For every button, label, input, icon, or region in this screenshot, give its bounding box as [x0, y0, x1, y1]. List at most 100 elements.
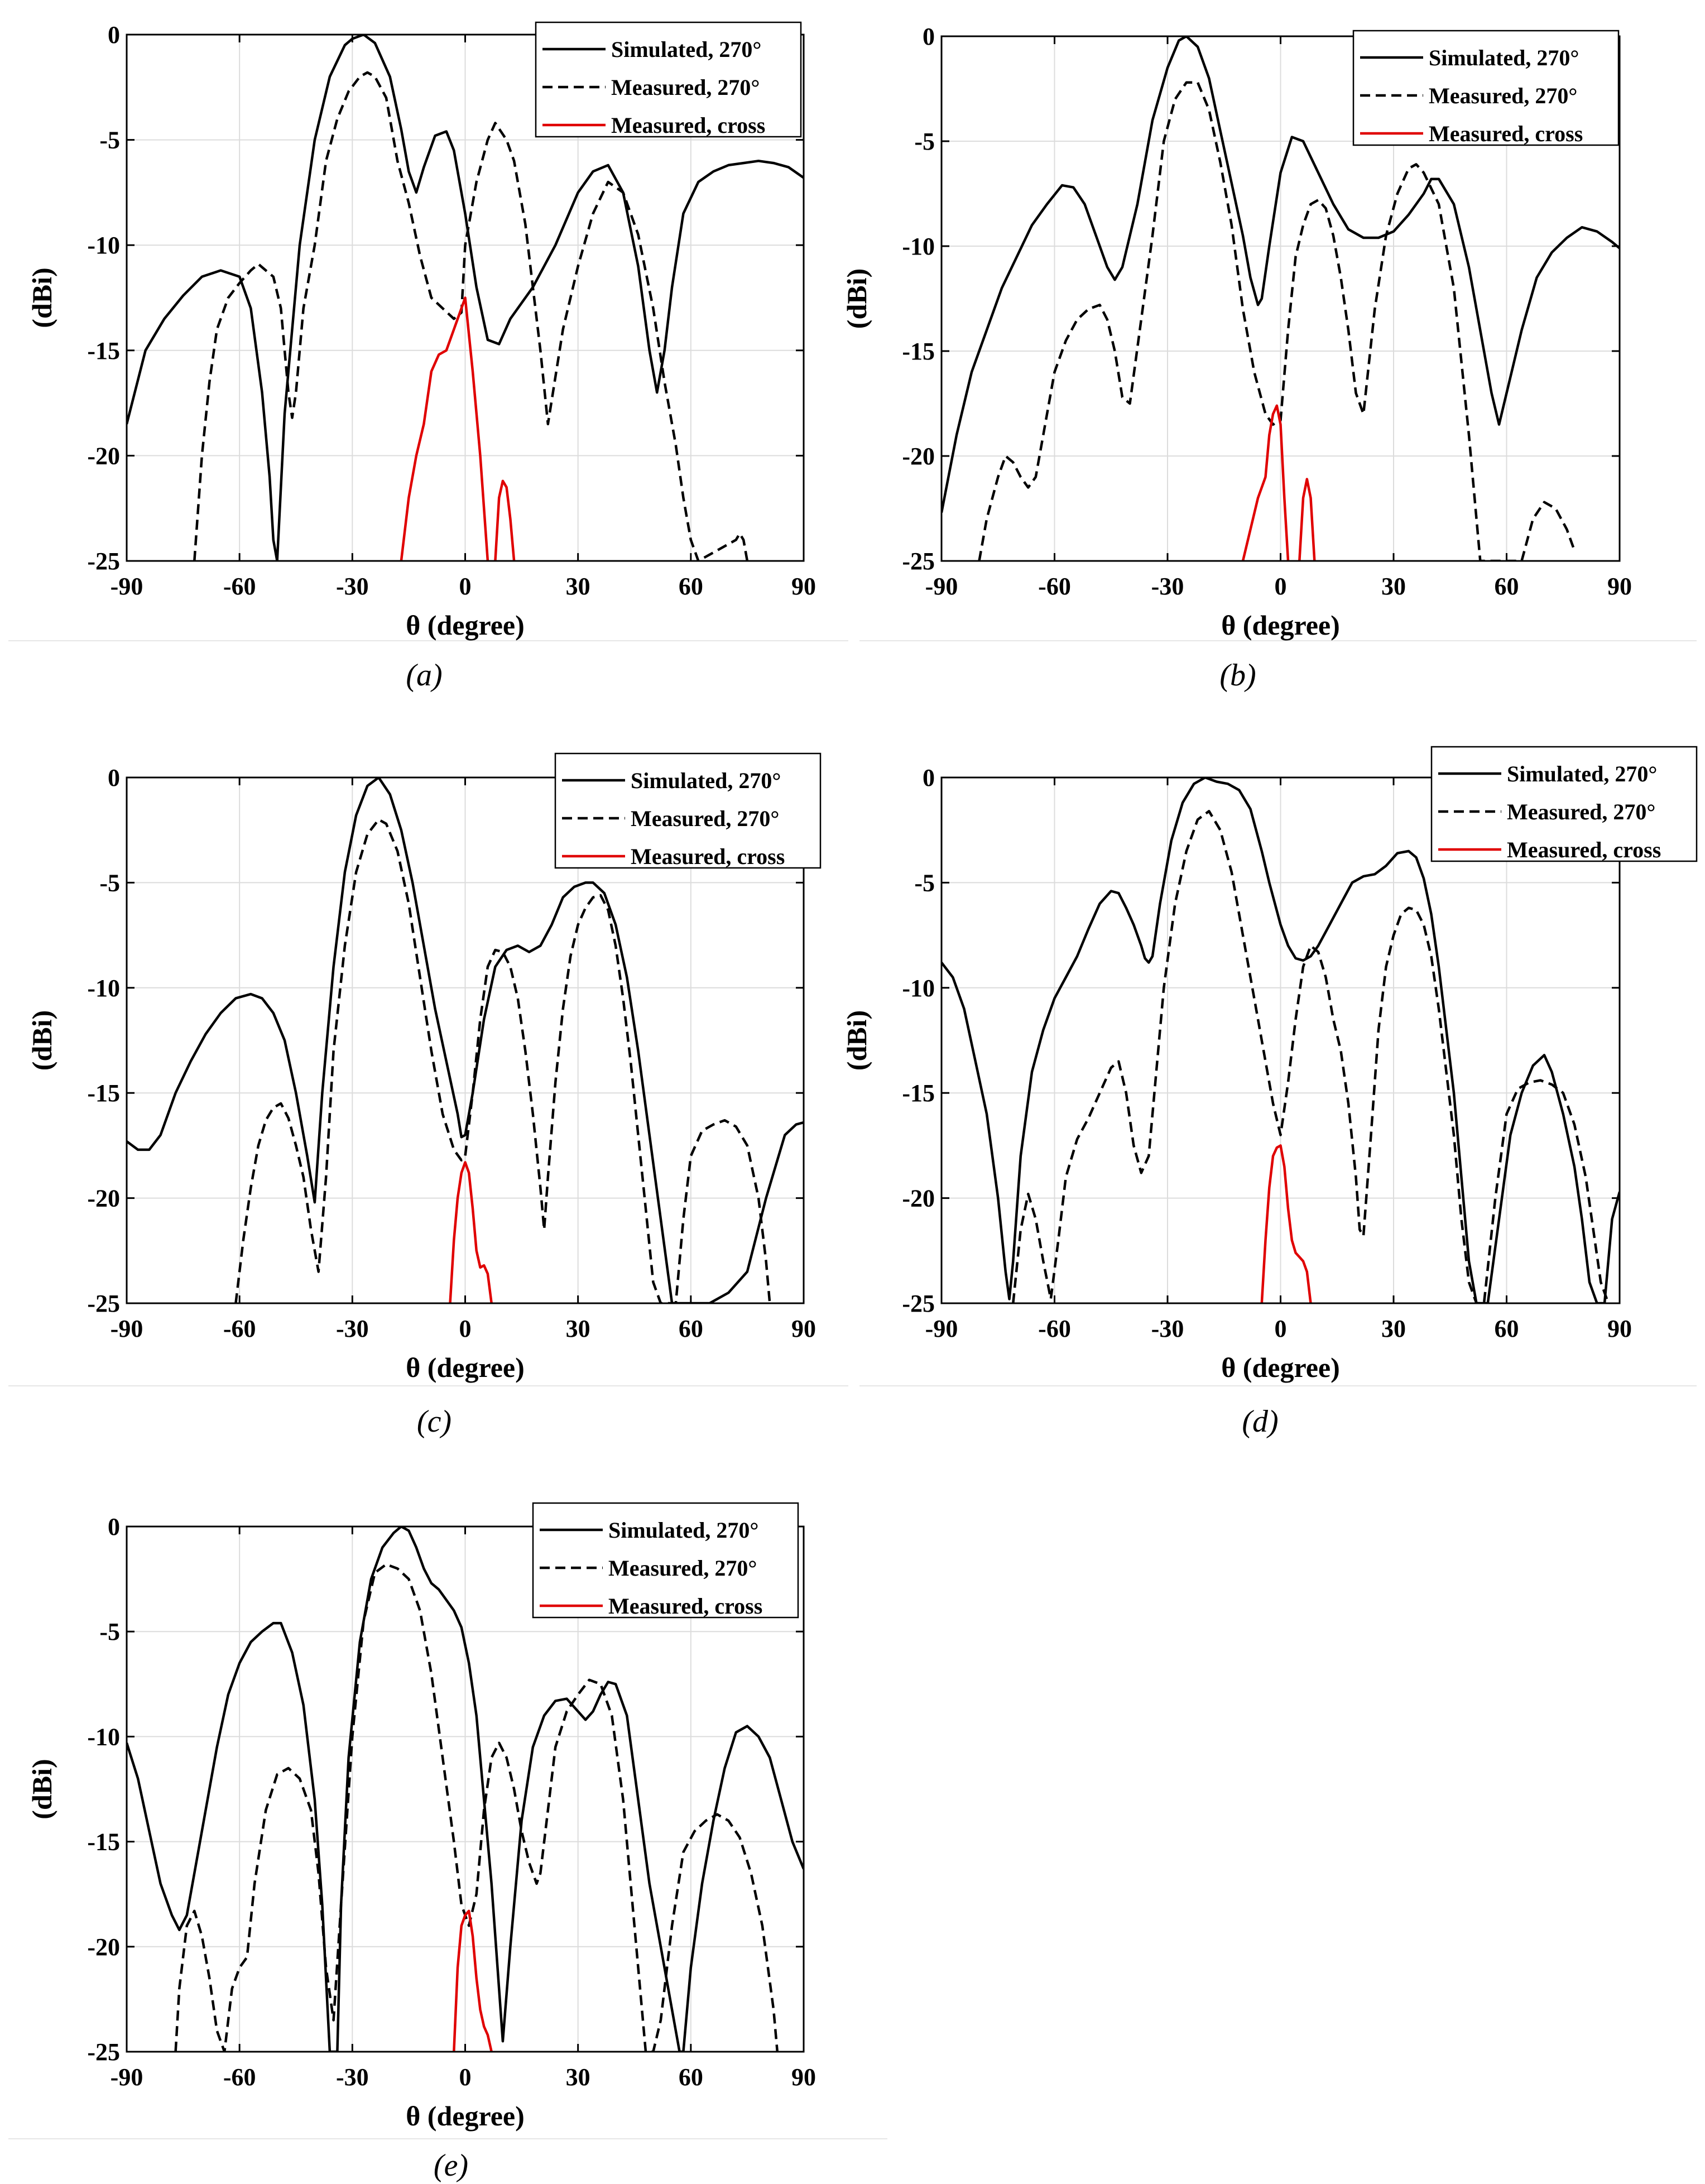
x-tick-label: 90: [1607, 1315, 1632, 1342]
legend-box: [532, 1502, 799, 1619]
legend-box: [1430, 746, 1698, 862]
y-axis-label: (dBi): [841, 268, 872, 329]
x-tick-label: -60: [1038, 1315, 1071, 1342]
x-tick-label: -60: [223, 573, 256, 600]
x-tick-label: -90: [925, 573, 958, 600]
x-axis-label: θ (degree): [406, 2100, 525, 2132]
x-tick-label: -90: [111, 1315, 143, 1342]
panel-caption: (d): [1242, 1404, 1278, 1439]
series-line-dashed: [174, 1563, 779, 2052]
y-tick-label: -20: [87, 1185, 120, 1212]
x-axis-label: θ (degree): [1221, 1352, 1340, 1383]
y-tick-label: -20: [902, 443, 935, 470]
series-line-solid: [400, 296, 489, 561]
x-tick-label: -90: [111, 573, 143, 600]
series-line-dashed: [978, 81, 1576, 561]
legend-label: Simulated, 270°: [1507, 761, 1657, 786]
y-tick-label: -25: [902, 548, 935, 575]
y-tick-label: 0: [108, 1513, 120, 1540]
x-tick-label: 0: [1275, 573, 1287, 600]
y-axis-label: (dBi): [26, 267, 57, 328]
legend-label: Simulated, 270°: [611, 37, 761, 62]
y-tick-label: -5: [99, 127, 120, 154]
y-tick-label: 0: [108, 764, 120, 791]
legend-label: Measured, cross: [611, 113, 765, 138]
legend-label: Measured, cross: [1507, 837, 1661, 862]
series-group: [942, 36, 1620, 561]
y-tick-label: -10: [902, 233, 935, 260]
x-tick-label: 30: [566, 1315, 590, 1342]
chart-panel-5: -90 -60 -30 0 30 60 90 0 -5 -10 -15 -20 -25 θ (degree…: [26, 1502, 816, 2183]
series-line-solid: [127, 777, 804, 1303]
y-axis-label: (dBi): [26, 1010, 57, 1071]
x-tick-label: 30: [566, 2063, 590, 2091]
x-tick-label: 60: [1495, 1315, 1519, 1342]
y-tick-label: -20: [902, 1185, 935, 1212]
x-tick-label: 90: [791, 573, 816, 600]
y-tick-label: -10: [87, 232, 120, 259]
series-line-dashed: [234, 818, 771, 1303]
legend: Simulated, 270° Measured, 270° Measured, c…: [554, 752, 822, 869]
x-tick-label: -30: [1151, 1315, 1184, 1342]
x-tick-label: -90: [111, 2063, 143, 2091]
x-tick-label: 90: [791, 2063, 816, 2091]
x-tick-label: 60: [679, 573, 703, 600]
y-axis-label: (dBi): [26, 1759, 57, 1819]
x-tick-label: 60: [679, 2063, 703, 2091]
y-tick-label: -5: [99, 869, 120, 896]
legend: Simulated, 270° Measured, 270° Measured, c…: [1352, 30, 1620, 146]
series-group: [127, 777, 804, 1303]
legend-box: [1352, 30, 1620, 146]
series-line-solid: [494, 479, 516, 561]
series-line-solid: [1260, 1144, 1312, 1303]
legend-label: Measured, 270°: [611, 75, 760, 100]
y-tick-label: -5: [99, 1618, 120, 1645]
y-tick-label: 0: [923, 764, 935, 791]
series-line-solid: [127, 35, 804, 561]
x-tick-label: 0: [459, 1315, 472, 1342]
series-line-solid: [127, 1527, 804, 2052]
x-tick-label: 30: [566, 573, 590, 600]
panel-caption: (b): [1219, 658, 1256, 693]
y-tick-label: -15: [87, 337, 120, 364]
legend-label: Measured, cross: [1429, 121, 1583, 146]
x-tick-label: 60: [679, 1315, 703, 1342]
x-tick-label: 0: [1275, 1315, 1287, 1342]
series-line-solid: [942, 777, 1620, 1303]
y-tick-label: -25: [87, 2038, 120, 2066]
panel-caption: (c): [417, 1404, 452, 1439]
legend-label: Measured, 270°: [608, 1556, 757, 1581]
y-tick-label: -10: [87, 1723, 120, 1750]
x-axis-label: θ (degree): [406, 1352, 525, 1383]
panel-caption: (e): [434, 2148, 468, 2183]
series-line-solid: [449, 1161, 493, 1303]
series-line-solid: [1241, 404, 1290, 561]
x-tick-label: 90: [791, 1315, 816, 1342]
x-tick-label: 30: [1381, 573, 1406, 600]
legend: Simulated, 270° Measured, 270° Measured, c…: [535, 21, 802, 138]
legend-label: Measured, 270°: [1507, 799, 1655, 824]
x-axis-label: θ (degree): [406, 609, 525, 641]
legend-label: Measured, cross: [631, 844, 785, 869]
x-tick-label: 90: [1607, 573, 1632, 600]
legend: Simulated, 270° Measured, 270° Measured, c…: [532, 1502, 799, 1619]
y-tick-label: -5: [914, 869, 935, 896]
series-line-dashed: [1012, 810, 1610, 1303]
series-group: [127, 35, 804, 561]
panel-caption: (a): [406, 658, 442, 693]
x-tick-label: 60: [1495, 573, 1519, 600]
x-tick-label: -30: [1151, 573, 1184, 600]
y-tick-label: 0: [108, 21, 120, 49]
x-tick-label: -30: [336, 573, 369, 600]
chart-panel-2: -90 -60 -30 0 30 60 90 0 -5 -10 -15 -20 -25 θ (degree…: [841, 23, 1632, 693]
y-tick-label: -15: [87, 1828, 120, 1856]
legend-label: Measured, cross: [608, 1593, 762, 1619]
legend-label: Simulated, 270°: [608, 1518, 758, 1543]
charts-layer: -90 -60 -30 0 30 60 90 0 -5 -10 -15 -20 -25 θ (degree…: [26, 21, 1698, 2183]
series-group: [127, 1527, 804, 2052]
y-tick-label: -25: [87, 548, 120, 575]
chart-panel-4: -90 -60 -30 0 30 60 90 0 -5 -10 -15 -20 -25 θ (degree…: [841, 746, 1698, 1439]
chart-panel-1: -90 -60 -30 0 30 60 90 0 -5 -10 -15 -20 -25 θ (degree…: [26, 21, 816, 693]
y-tick-label: -20: [87, 1933, 120, 1961]
